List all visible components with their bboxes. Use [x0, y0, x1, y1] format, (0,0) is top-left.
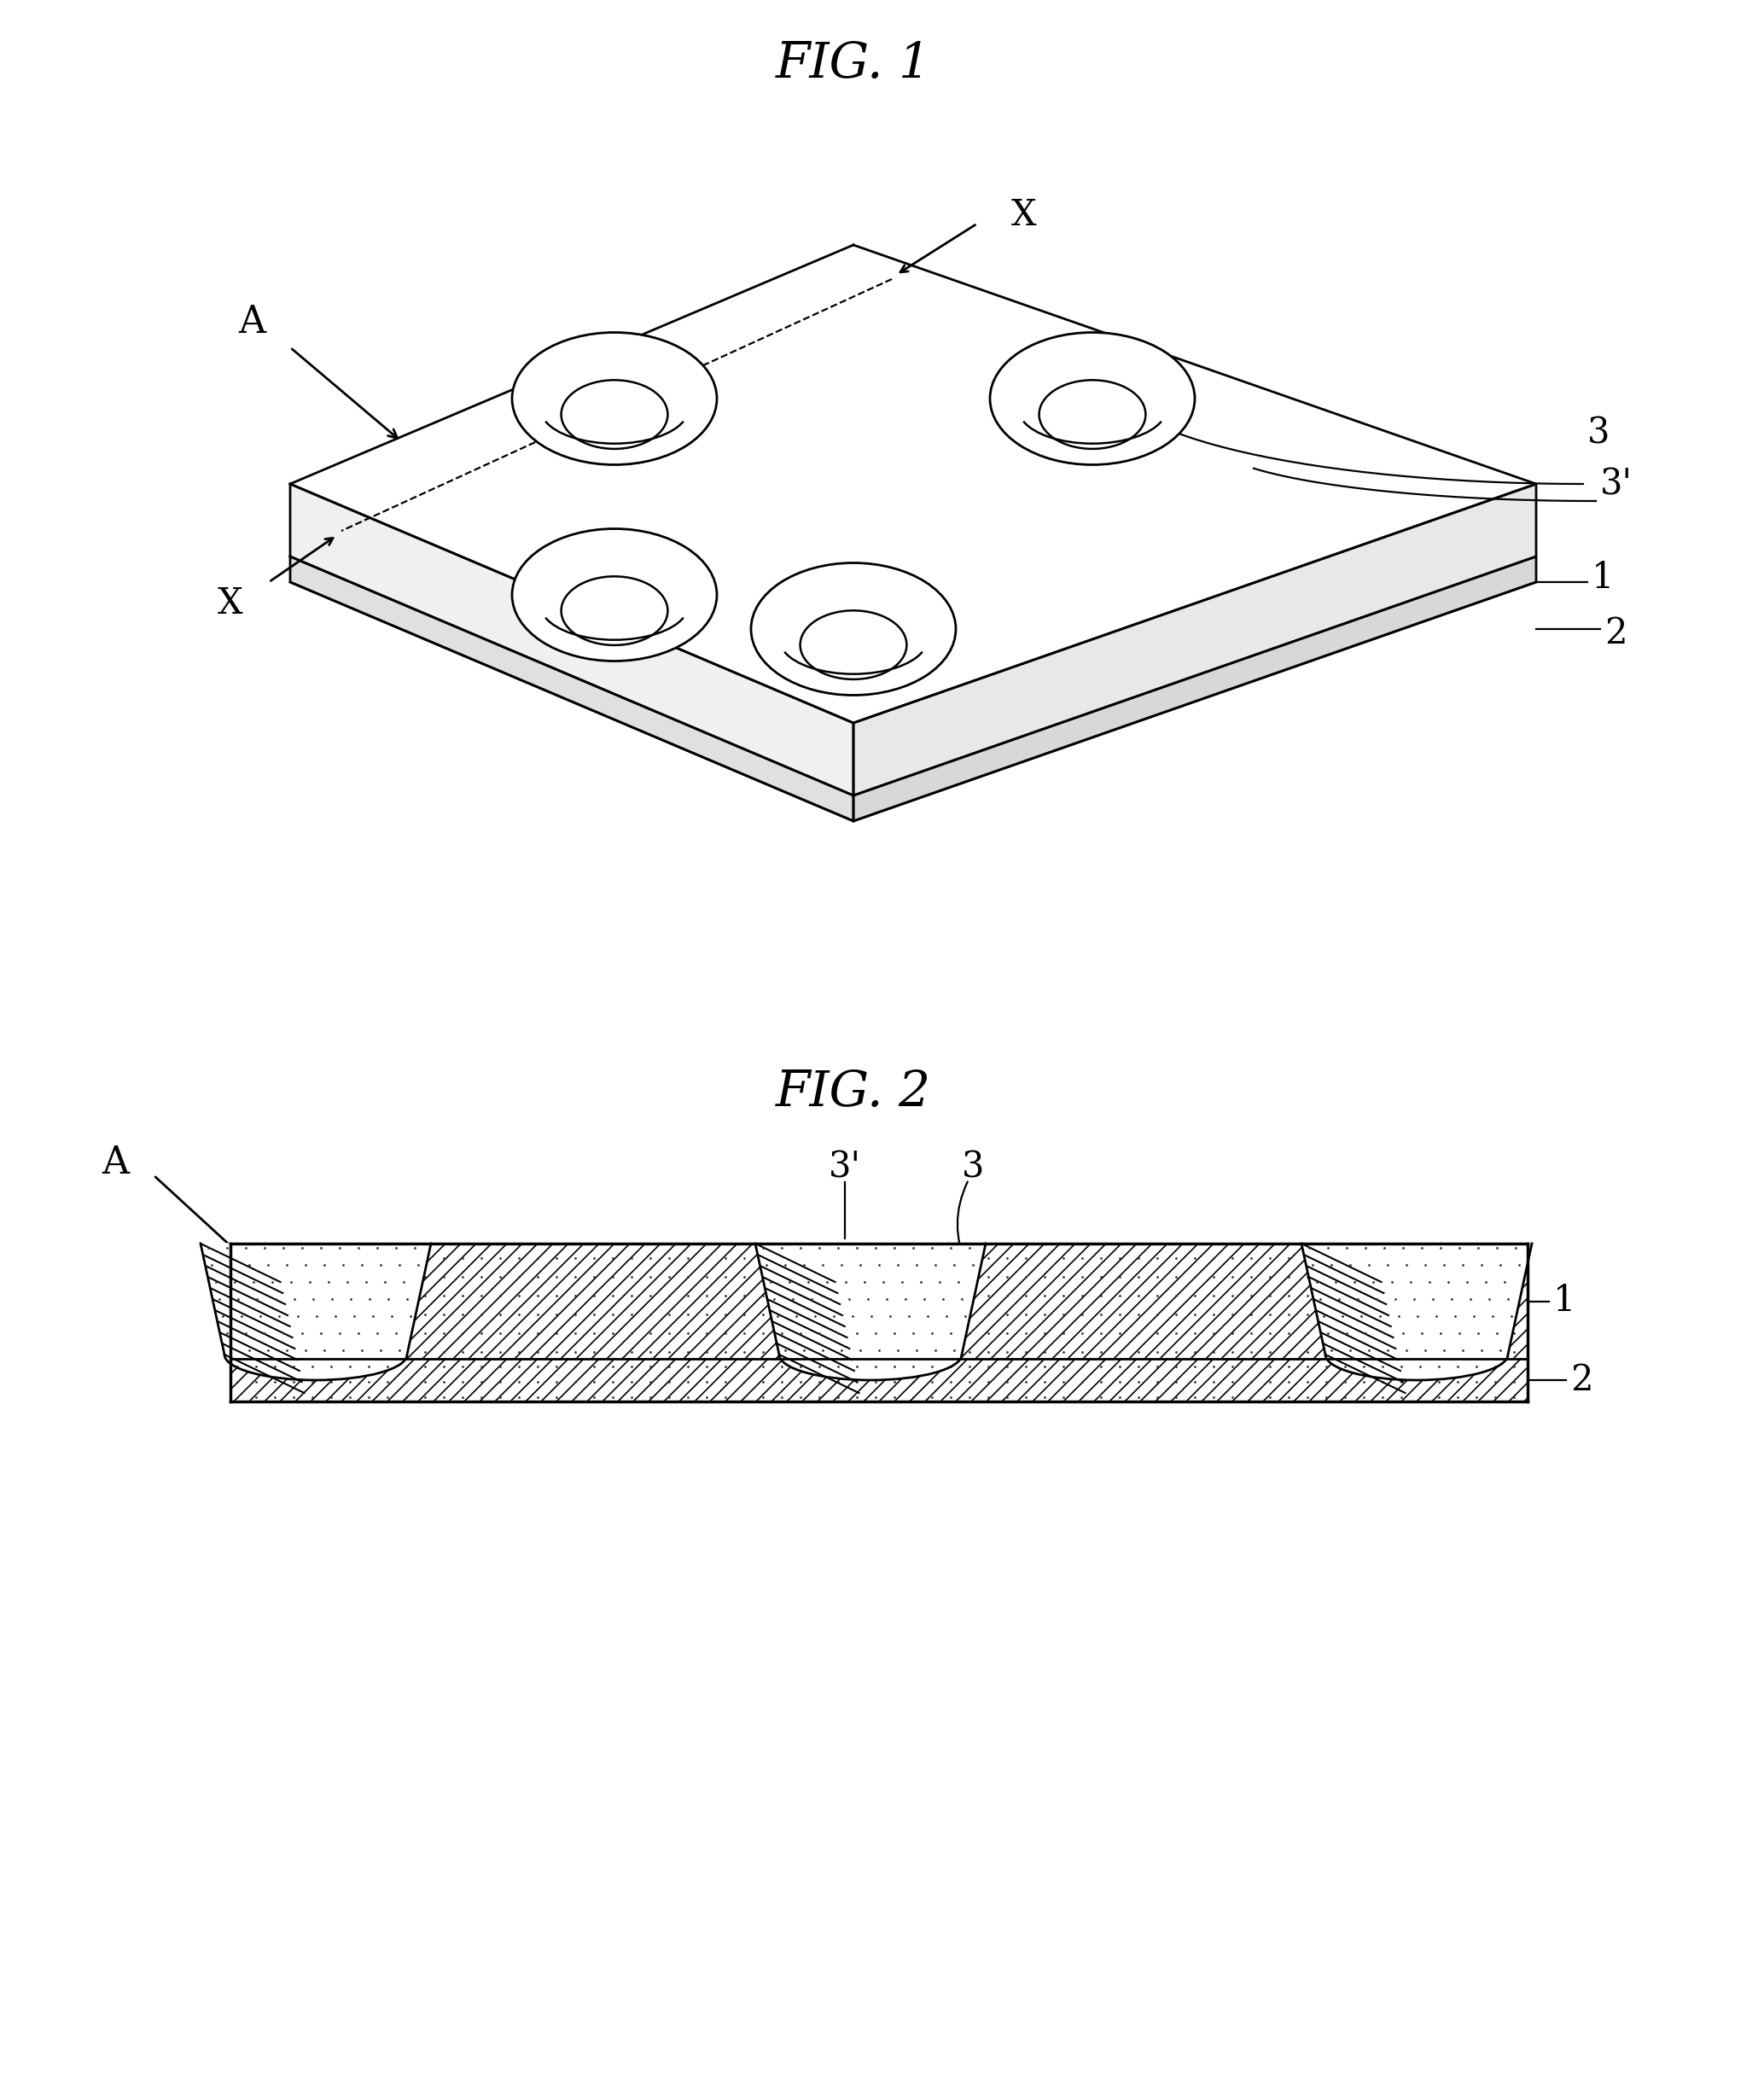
Text: 1: 1: [1554, 1283, 1575, 1319]
Text: 2: 2: [1570, 1362, 1593, 1398]
Text: A: A: [102, 1144, 129, 1181]
Text: X: X: [217, 584, 243, 622]
Text: FIG. 2: FIG. 2: [776, 1069, 931, 1117]
Ellipse shape: [751, 564, 956, 695]
Text: FIG. 1: FIG. 1: [776, 40, 931, 87]
Ellipse shape: [512, 528, 716, 661]
Text: 2: 2: [1605, 616, 1626, 651]
Text: 3: 3: [1588, 414, 1611, 451]
Bar: [231, 1244, 1528, 1358]
Polygon shape: [755, 1244, 986, 1381]
Ellipse shape: [512, 333, 716, 464]
Text: A: A: [238, 304, 265, 341]
Polygon shape: [289, 557, 854, 822]
Text: X: X: [1011, 198, 1037, 233]
Polygon shape: [289, 485, 854, 795]
Text: 3: 3: [961, 1148, 984, 1186]
Text: 3': 3': [829, 1148, 861, 1186]
Polygon shape: [1302, 1244, 1531, 1381]
Polygon shape: [201, 1244, 430, 1381]
Text: 1: 1: [1591, 560, 1614, 595]
Polygon shape: [854, 557, 1536, 822]
Ellipse shape: [990, 333, 1194, 464]
Polygon shape: [854, 485, 1536, 795]
Text: 3': 3': [1600, 466, 1632, 501]
Polygon shape: [289, 245, 1536, 724]
